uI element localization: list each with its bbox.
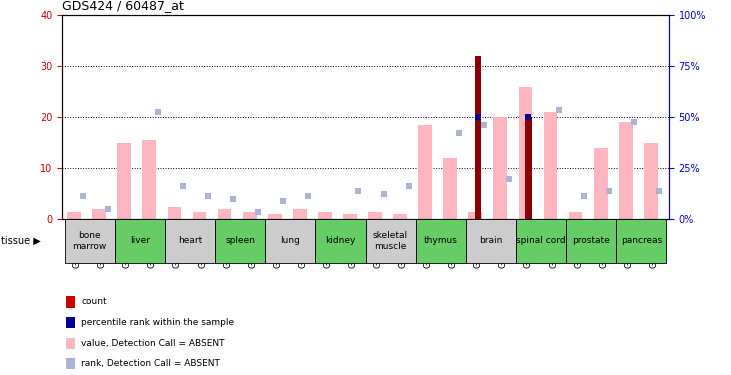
Bar [469,212,482,219]
Text: tissue ▶: tissue ▶ [1,236,41,246]
Text: kidney: kidney [325,237,355,246]
Bar [368,212,382,219]
Text: brain: brain [479,237,502,246]
Bar [466,219,516,262]
Text: bone
marrow: bone marrow [72,231,107,251]
Bar [115,219,165,262]
Bar [193,212,206,219]
Text: GDS424 / 60487_at: GDS424 / 60487_at [62,0,184,12]
Bar [569,212,583,219]
Bar [493,117,507,219]
Bar [619,122,632,219]
Bar [393,214,407,219]
Bar [526,117,531,219]
Bar [366,219,416,262]
Bar [566,219,616,262]
Text: rank, Detection Call = ABSENT: rank, Detection Call = ABSENT [81,359,220,368]
Bar [516,219,566,262]
Text: spinal cord: spinal cord [516,237,566,246]
Text: count: count [81,297,107,306]
Bar [475,56,482,219]
Bar [315,219,366,262]
Text: skeletal
muscle: skeletal muscle [373,231,408,251]
Text: pancreas: pancreas [621,237,662,246]
Bar [418,125,432,219]
Bar [518,87,532,219]
Bar [265,219,315,262]
Bar [318,212,332,219]
Bar [64,219,115,262]
Text: spleen: spleen [225,237,255,246]
Bar [544,112,558,219]
Bar [343,214,357,219]
Bar [616,219,667,262]
Bar [644,143,658,219]
Bar [67,212,81,219]
Text: prostate: prostate [572,237,610,246]
Text: lung: lung [281,237,300,246]
Text: heart: heart [178,237,202,246]
Bar [143,140,156,219]
Bar [243,212,257,219]
Bar [215,219,265,262]
Bar [118,143,131,219]
Bar [293,209,307,219]
Bar [218,209,232,219]
Text: thymus: thymus [424,237,458,246]
Bar [416,219,466,262]
Bar [268,214,281,219]
Text: percentile rank within the sample: percentile rank within the sample [81,318,234,327]
Text: liver: liver [130,237,150,246]
Bar [443,158,457,219]
Text: value, Detection Call = ABSENT: value, Detection Call = ABSENT [81,339,224,348]
Bar [167,207,181,219]
Bar [594,148,607,219]
Bar [165,219,215,262]
Bar [92,209,106,219]
